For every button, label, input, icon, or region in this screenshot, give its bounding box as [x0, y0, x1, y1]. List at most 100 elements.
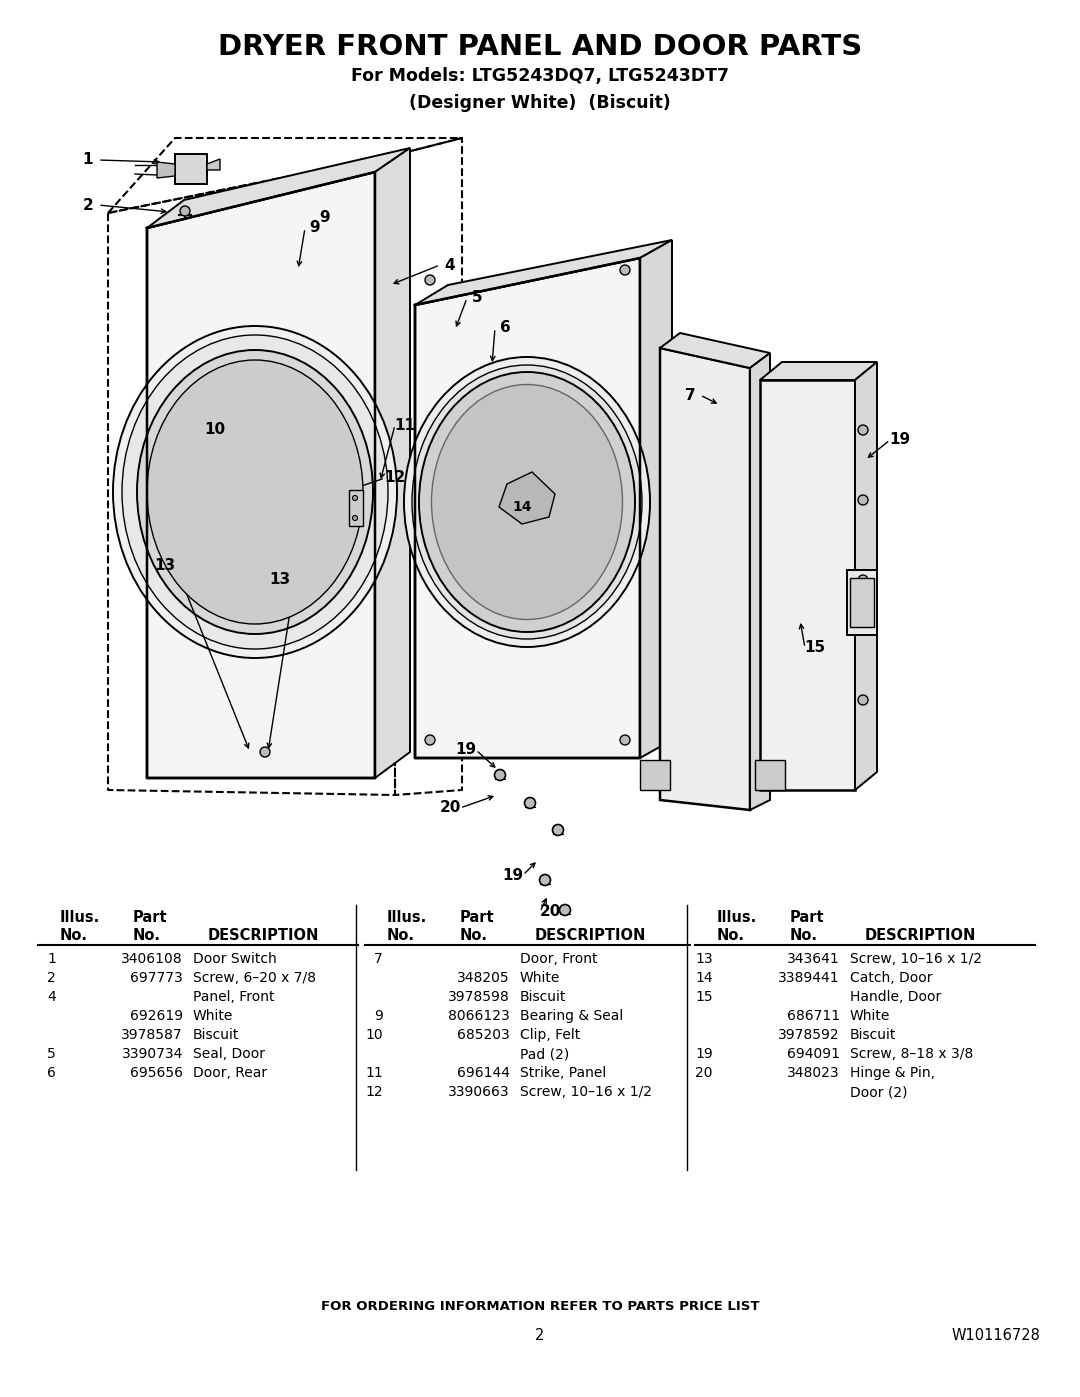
Text: 5: 5	[472, 291, 483, 306]
Text: Part: Part	[460, 909, 495, 925]
Text: 696144: 696144	[457, 1066, 510, 1080]
Text: 13: 13	[696, 951, 713, 965]
Text: DRYER FRONT PANEL AND DOOR PARTS: DRYER FRONT PANEL AND DOOR PARTS	[218, 34, 862, 61]
Text: 348205: 348205	[457, 971, 510, 985]
Text: Bearing & Seal: Bearing & Seal	[519, 1009, 623, 1023]
Text: DESCRIPTION: DESCRIPTION	[535, 928, 646, 943]
Text: 3390734: 3390734	[122, 1046, 183, 1060]
Polygon shape	[207, 159, 220, 170]
Text: Catch, Door: Catch, Door	[850, 971, 932, 985]
Circle shape	[620, 265, 630, 275]
Text: W10116728: W10116728	[951, 1327, 1040, 1343]
Polygon shape	[660, 348, 750, 810]
Text: 3978592: 3978592	[779, 1028, 840, 1042]
Circle shape	[559, 904, 570, 915]
Circle shape	[553, 824, 564, 835]
Text: (Designer White)  (Biscuit): (Designer White) (Biscuit)	[409, 94, 671, 112]
Text: 686711: 686711	[787, 1009, 840, 1023]
Polygon shape	[147, 172, 375, 778]
Text: 695656: 695656	[130, 1066, 183, 1080]
Text: 13: 13	[269, 573, 291, 588]
Text: White: White	[193, 1009, 233, 1023]
Text: No.: No.	[133, 928, 161, 943]
Text: 14: 14	[512, 500, 531, 514]
Text: 12: 12	[365, 1085, 383, 1099]
Text: 7: 7	[685, 387, 696, 402]
Text: 11: 11	[394, 418, 416, 433]
Text: FOR ORDERING INFORMATION REFER TO PARTS PRICE LIST: FOR ORDERING INFORMATION REFER TO PARTS …	[321, 1301, 759, 1313]
Circle shape	[426, 275, 435, 285]
Circle shape	[858, 425, 868, 434]
Ellipse shape	[404, 358, 650, 647]
Text: 20: 20	[440, 800, 461, 816]
Text: 692619: 692619	[130, 1009, 183, 1023]
Circle shape	[858, 495, 868, 504]
Text: 11: 11	[365, 1066, 383, 1080]
Text: White: White	[850, 1009, 890, 1023]
Polygon shape	[847, 570, 877, 636]
Text: Clip, Felt: Clip, Felt	[519, 1028, 580, 1042]
Circle shape	[352, 515, 357, 521]
Text: 3978587: 3978587	[121, 1028, 183, 1042]
Text: 694091: 694091	[787, 1046, 840, 1060]
Text: DESCRIPTION: DESCRIPTION	[865, 928, 976, 943]
Polygon shape	[157, 162, 175, 177]
Circle shape	[858, 576, 868, 585]
Text: Door Switch: Door Switch	[193, 951, 276, 965]
Text: 4: 4	[445, 257, 456, 272]
Polygon shape	[760, 362, 877, 380]
Text: Part: Part	[789, 909, 825, 925]
Text: Illus.: Illus.	[60, 909, 100, 925]
Text: 20: 20	[539, 904, 561, 919]
Text: No.: No.	[387, 928, 415, 943]
Text: 5: 5	[48, 1046, 56, 1060]
Text: 1: 1	[83, 152, 93, 168]
Circle shape	[858, 694, 868, 705]
Text: 9: 9	[310, 221, 321, 236]
Text: For Models: LTG5243DQ7, LTG5243DT7: For Models: LTG5243DQ7, LTG5243DT7	[351, 67, 729, 85]
Ellipse shape	[122, 335, 388, 650]
Text: 3389441: 3389441	[779, 971, 840, 985]
Text: 3978598: 3978598	[448, 990, 510, 1004]
Ellipse shape	[147, 360, 363, 624]
Circle shape	[495, 770, 505, 781]
Text: Door, Rear: Door, Rear	[193, 1066, 267, 1080]
Text: No.: No.	[789, 928, 818, 943]
Text: 6: 6	[500, 320, 511, 335]
Text: Hinge & Pin,: Hinge & Pin,	[850, 1066, 935, 1080]
Circle shape	[620, 735, 630, 745]
Polygon shape	[750, 353, 770, 810]
Ellipse shape	[419, 372, 635, 631]
Polygon shape	[499, 472, 555, 524]
Text: Door, Front: Door, Front	[519, 951, 597, 965]
Ellipse shape	[411, 365, 642, 638]
Polygon shape	[660, 332, 770, 367]
Ellipse shape	[432, 384, 622, 619]
Text: 685203: 685203	[457, 1028, 510, 1042]
Text: Pad (2): Pad (2)	[519, 1046, 569, 1060]
Text: No.: No.	[60, 928, 87, 943]
Text: 10: 10	[365, 1028, 383, 1042]
Text: 8066123: 8066123	[448, 1009, 510, 1023]
Text: 12: 12	[384, 471, 406, 486]
Text: 20: 20	[696, 1066, 713, 1080]
Polygon shape	[755, 760, 785, 789]
Circle shape	[525, 798, 536, 809]
Text: White: White	[519, 971, 561, 985]
Text: Illus.: Illus.	[387, 909, 428, 925]
Circle shape	[540, 875, 551, 886]
Text: 19: 19	[502, 868, 524, 883]
Polygon shape	[760, 380, 855, 789]
Text: 10: 10	[204, 422, 226, 437]
Circle shape	[260, 747, 270, 757]
Text: 7: 7	[375, 951, 383, 965]
Text: 343641: 343641	[787, 951, 840, 965]
Text: 19: 19	[456, 742, 476, 757]
Text: 1: 1	[48, 951, 56, 965]
Text: 9: 9	[374, 1009, 383, 1023]
Text: 15: 15	[805, 640, 825, 655]
Polygon shape	[349, 490, 363, 527]
Text: 9: 9	[320, 211, 330, 225]
Circle shape	[426, 735, 435, 745]
Polygon shape	[855, 362, 877, 789]
